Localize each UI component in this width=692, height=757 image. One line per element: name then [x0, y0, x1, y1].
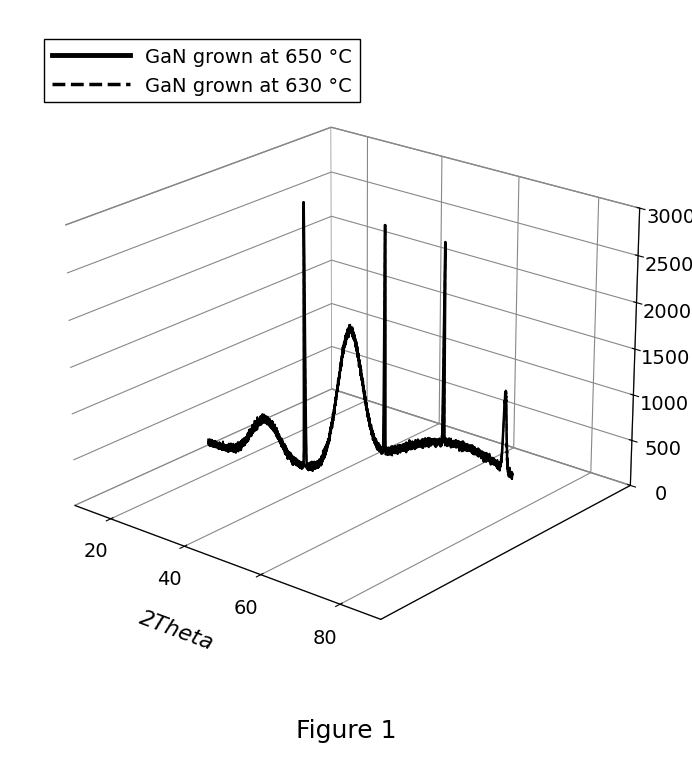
Text: Figure 1: Figure 1	[295, 718, 397, 742]
Legend: GaN grown at 650 °C, GaN grown at 630 °C: GaN grown at 650 °C, GaN grown at 630 °C	[44, 40, 360, 103]
X-axis label: 2Theta: 2Theta	[136, 607, 217, 653]
